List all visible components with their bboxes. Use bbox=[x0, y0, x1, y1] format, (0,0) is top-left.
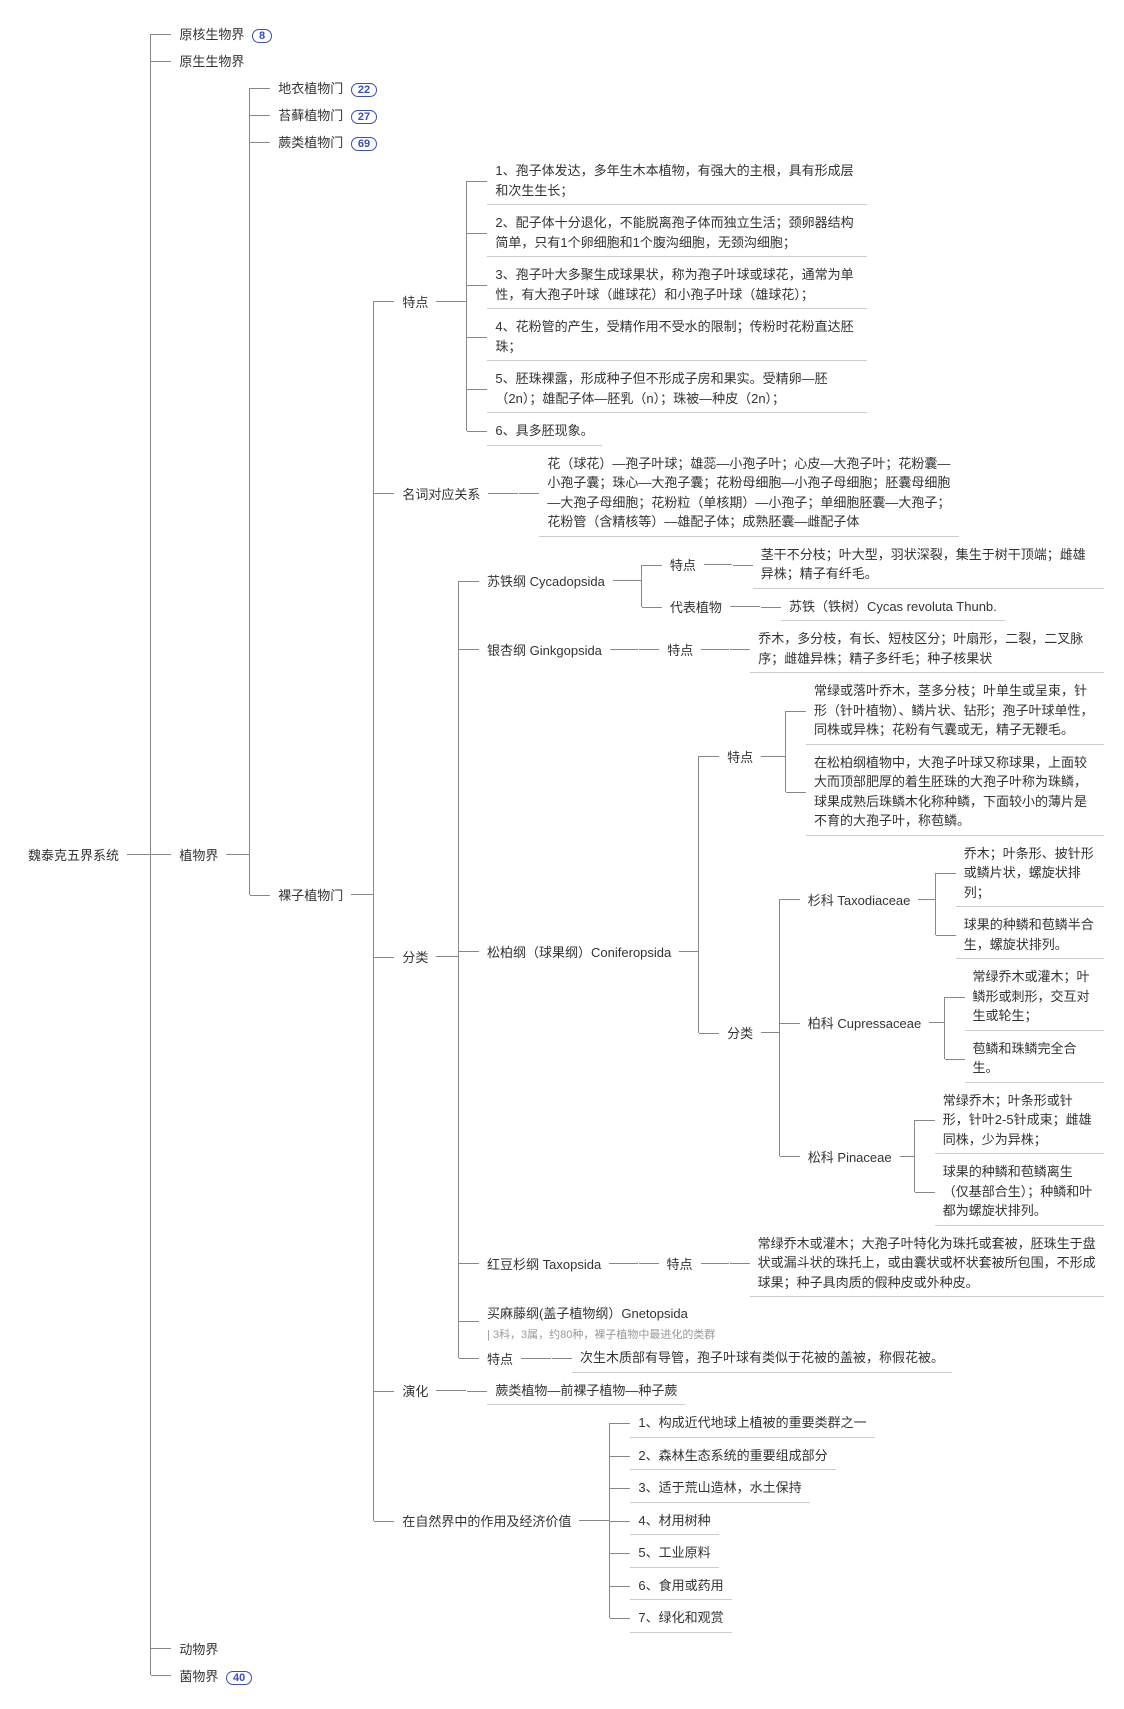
section-features: 特点 bbox=[394, 288, 436, 315]
value-item: 7、绿化和观赏 bbox=[630, 1604, 731, 1633]
badge: 40 bbox=[226, 1671, 252, 1685]
root-node: 魏泰克五界系统 bbox=[20, 841, 127, 868]
badge: 27 bbox=[351, 110, 377, 124]
pinaceae-f2: 球果的种鳞和苞鳞离生（仅基部合生）；种鳞和叶都为螺旋状排列。 bbox=[935, 1158, 1104, 1226]
value-item: 3、适于荒山造林，水土保持 bbox=[630, 1474, 809, 1503]
value-item: 2、森林生态系统的重要组成部分 bbox=[630, 1442, 835, 1471]
feature-item: 4、花粉管的产生，受精作用不受水的限制；传粉时花粉直达胚珠； bbox=[487, 313, 867, 361]
section-value: 在自然界中的作用及经济价值 bbox=[394, 1507, 579, 1534]
badge: 69 bbox=[351, 137, 377, 151]
feature-item: 6、具多胚现象。 bbox=[487, 417, 601, 446]
phylum-fern: 蕨类植物门 69 bbox=[270, 128, 385, 155]
gnetum-feat-label: 特点 bbox=[479, 1345, 521, 1372]
taxodiaceae-f1: 乔木；叶条形、披针形或鳞片状，螺旋状排列； bbox=[956, 840, 1104, 908]
section-terms: 名词对应关系 bbox=[394, 480, 488, 507]
feature-item: 3、孢子叶大多聚生成球果状，称为孢子叶球或球花，通常为单性，有大孢子叶球（雌球花… bbox=[487, 261, 867, 309]
feature-item: 2、配子体十分退化，不能脱离孢子体而独立生活；颈卵器结构简单，只有1个卵细胞和1… bbox=[487, 209, 867, 257]
class-taxus: 红豆杉纲 Taxopsida bbox=[479, 1250, 609, 1277]
kingdom-plant: 植物界 bbox=[171, 841, 226, 868]
features-list: 1、孢子体发达，多年生木本植物，有强大的主根，具有形成层和次生生长； 2、配子体… bbox=[466, 155, 867, 448]
gnetum-subnote: | 3科，3属，约80种，裸子植物中最进化的类群 bbox=[479, 1326, 715, 1342]
pinaceae-f1: 常绿乔木；叶条形或针形，针叶2-5针成束；雌雄同株，少为异株； bbox=[935, 1087, 1104, 1155]
ginkgo-feat: 乔木，多分枝，有长、短枝区分；叶扇形，二裂，二叉脉序；雌雄异株；精子多纤毛；种子… bbox=[750, 625, 1104, 673]
kingdom-protist: 原生生物界 bbox=[171, 47, 252, 74]
terms-text: 花（球花）—孢子叶球；雄蕊—小孢子叶；心皮—大孢子叶；花粉囊—小孢子囊；珠心—大… bbox=[539, 450, 959, 537]
cycad-rep-label: 代表植物 bbox=[662, 593, 730, 620]
gymnosperm-sections: 特点 1、孢子体发达，多年生木本植物，有强大的主根，具有形成层和次生生长； 2、… bbox=[373, 155, 1104, 1635]
class-conifer: 松柏纲（球果纲）Coniferopsida bbox=[479, 938, 679, 965]
kingdom-animal: 动物界 bbox=[171, 1635, 226, 1662]
conifer-feat-label: 特点 bbox=[719, 743, 761, 770]
kingdom-fungi: 菌物界 40 bbox=[171, 1662, 260, 1689]
mindmap-root: 魏泰克五界系统 原核生物界 8 原生生物界 植物界 地衣植物门 22 bbox=[20, 20, 1104, 1689]
class-gnetum: 买麻藤纲(盖子植物纲）Gnetopsida | 3科，3属，约80种，裸子植物中… bbox=[479, 1299, 715, 1342]
classes-group: 苏铁纲 Cycadopsida 特点 茎干不分枝；叶大型，羽状深裂，集生于树干顶… bbox=[458, 539, 1104, 1375]
class-ginkgo: 银杏纲 Ginkgopsida bbox=[479, 636, 610, 663]
value-item: 6、食用或药用 bbox=[630, 1572, 731, 1601]
section-classify: 分类 bbox=[394, 943, 436, 970]
cycad-feat: 茎干不分枝；叶大型，羽状深裂，集生于树干顶端；雌雄异株；精子有纤毛。 bbox=[753, 541, 1104, 589]
kingdom-prokaryote: 原核生物界 8 bbox=[171, 20, 280, 47]
cupressaceae-f1: 常绿乔木或灌木；叶鳞形或刺形，交互对生或轮生； bbox=[965, 963, 1104, 1031]
taxodiaceae-f2: 球果的种鳞和苞鳞半合生，螺旋状排列。 bbox=[956, 911, 1104, 959]
class-cycad: 苏铁纲 Cycadopsida bbox=[479, 567, 613, 594]
value-item: 4、材用树种 bbox=[630, 1507, 718, 1536]
badge: 22 bbox=[351, 83, 377, 97]
conifer-classify-label: 分类 bbox=[719, 1019, 761, 1046]
ginkgo-feat-label: 特点 bbox=[659, 636, 701, 663]
family-taxodiaceae: 杉科 Taxodiaceae bbox=[800, 886, 919, 913]
cycad-rep: 苏铁（铁树）Cycas revoluta Thunb. bbox=[781, 593, 1005, 622]
evolution-text: 蕨类植物—前裸子植物—种子蕨 bbox=[487, 1377, 685, 1406]
conifer-feat2: 在松柏纲植物中，大孢子叶球又称球果，上面较大而顶部肥厚的着生胚珠的大孢子叶称为珠… bbox=[806, 749, 1104, 836]
phylum-bryophyte: 苔藓植物门 27 bbox=[270, 101, 385, 128]
section-evolution: 演化 bbox=[394, 1377, 436, 1404]
kingdoms-group: 原核生物界 8 原生生物界 植物界 地衣植物门 22 苔藓植物门 bbox=[150, 20, 1104, 1689]
feature-item: 1、孢子体发达，多年生木本植物，有强大的主根，具有形成层和次生生长； bbox=[487, 157, 867, 205]
phylum-gymnosperm: 裸子植物门 bbox=[270, 881, 351, 908]
phylum-lichen: 地衣植物门 22 bbox=[270, 74, 385, 101]
value-item: 1、构成近代地球上植被的重要类群之一 bbox=[630, 1409, 874, 1438]
cupressaceae-f2: 苞鳞和珠鳞完全合生。 bbox=[965, 1035, 1104, 1083]
values-list: 1、构成近代地球上植被的重要类群之一 2、森林生态系统的重要组成部分 3、适于荒… bbox=[609, 1407, 874, 1635]
conifer-families: 杉科 Taxodiaceae 乔木；叶条形、披针形或鳞片状，螺旋状排列； 球果的… bbox=[779, 838, 1104, 1228]
feature-item: 5、胚珠裸露，形成种子但不形成子房和果实。受精卵—胚（2n）；雄配子体—胚乳（n… bbox=[487, 365, 867, 413]
gnetum-feat: 次生木质部有导管，孢子叶球有类似于花被的盖被，称假花被。 bbox=[572, 1344, 952, 1373]
family-cupressaceae: 柏科 Cupressaceae bbox=[800, 1009, 929, 1036]
badge: 8 bbox=[252, 29, 272, 43]
cycad-feat-label: 特点 bbox=[662, 551, 704, 578]
family-pinaceae: 松科 Pinaceae bbox=[800, 1143, 900, 1170]
plant-phyla-group: 地衣植物门 22 苔藓植物门 27 蕨类植物门 69 bbox=[249, 74, 1104, 1635]
taxus-feat: 常绿乔木或灌木；大孢子叶特化为珠托或套被，胚珠生于盘状或漏斗状的珠托上，或由囊状… bbox=[750, 1230, 1104, 1298]
taxus-feat-label: 特点 bbox=[659, 1250, 701, 1277]
conifer-feat1: 常绿或落叶乔木，茎多分枝；叶单生或呈束，针形（针叶植物）、鳞片状、钻形；孢子叶球… bbox=[806, 677, 1104, 745]
value-item: 5、工业原料 bbox=[630, 1539, 718, 1568]
